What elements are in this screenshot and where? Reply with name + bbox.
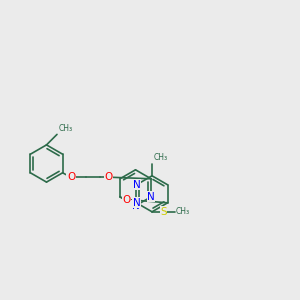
Text: N: N — [133, 198, 140, 208]
Text: CH₃: CH₃ — [58, 124, 73, 133]
Text: O: O — [104, 172, 112, 182]
Text: CH₃: CH₃ — [154, 153, 168, 162]
Text: N: N — [147, 192, 155, 202]
Text: O: O — [122, 195, 130, 205]
Text: S: S — [160, 207, 167, 217]
Text: O: O — [67, 172, 75, 182]
Text: N: N — [132, 201, 140, 211]
Text: N: N — [133, 180, 140, 190]
Text: CH₃: CH₃ — [176, 207, 190, 216]
